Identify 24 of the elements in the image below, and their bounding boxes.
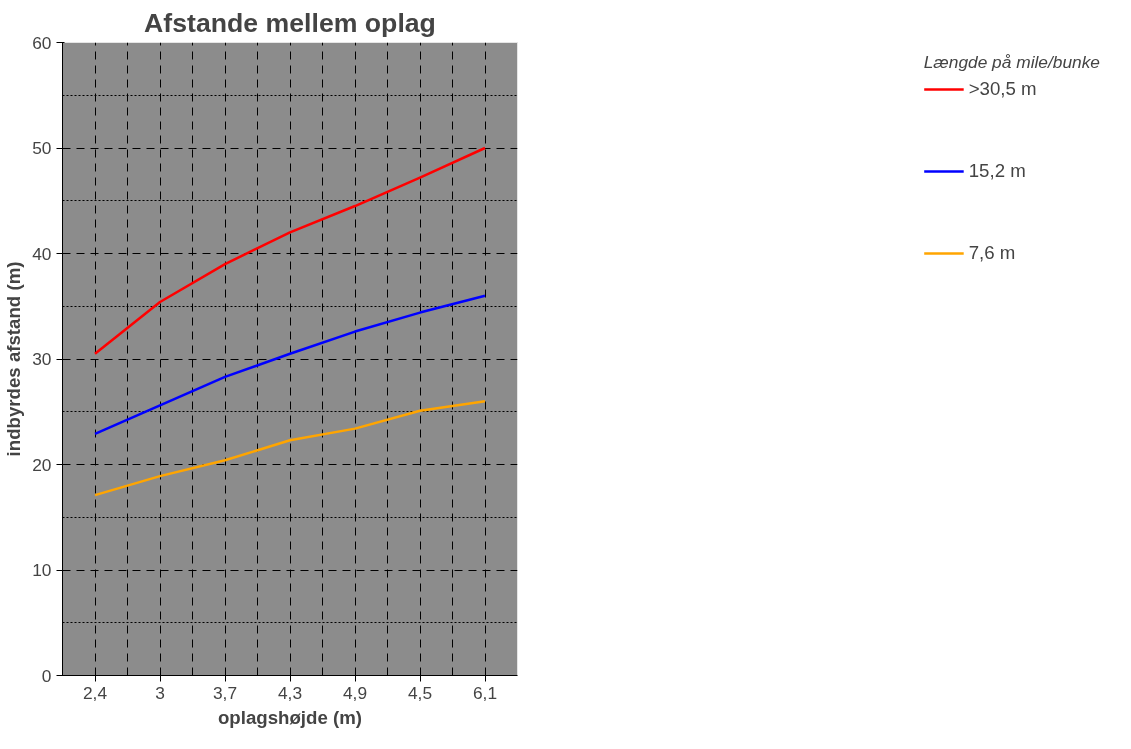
x-axis-title: oplagshøjde (m) [217,706,363,728]
x-tick-label: 4,3 [277,682,303,703]
line-series [93,399,487,497]
y-tick-label: 50 [32,138,52,158]
y-tick-label: 40 [32,243,52,264]
x-tick-label: 3 [155,682,165,703]
x-tick-label: 3,7 [212,682,238,703]
legend-label: >30,5 m [968,78,1037,100]
x-tick-label: 4,9 [342,682,368,703]
y-tick-label: 30 [32,349,52,369]
y-tick-label: 10 [32,560,52,580]
line-series [93,146,487,355]
line-series [93,294,487,436]
legend-label: 7,6 m [968,242,1016,264]
legend-label: 15,2 m [968,160,1026,182]
legend-title: Længde på mile/bunke [923,52,1100,73]
x-tick-label: 6,1 [472,682,498,703]
y-tick-label: 20 [32,454,52,475]
chart-title: Afstande mellem oplag [144,7,436,38]
y-tick-label: 60 [32,32,52,53]
y-axis-title: indbyrdes afstand (m) [3,261,25,457]
x-tick-label: 4,5 [407,682,433,703]
y-tick-label: 0 [41,665,52,686]
x-tick-label: 2,4 [82,682,108,703]
